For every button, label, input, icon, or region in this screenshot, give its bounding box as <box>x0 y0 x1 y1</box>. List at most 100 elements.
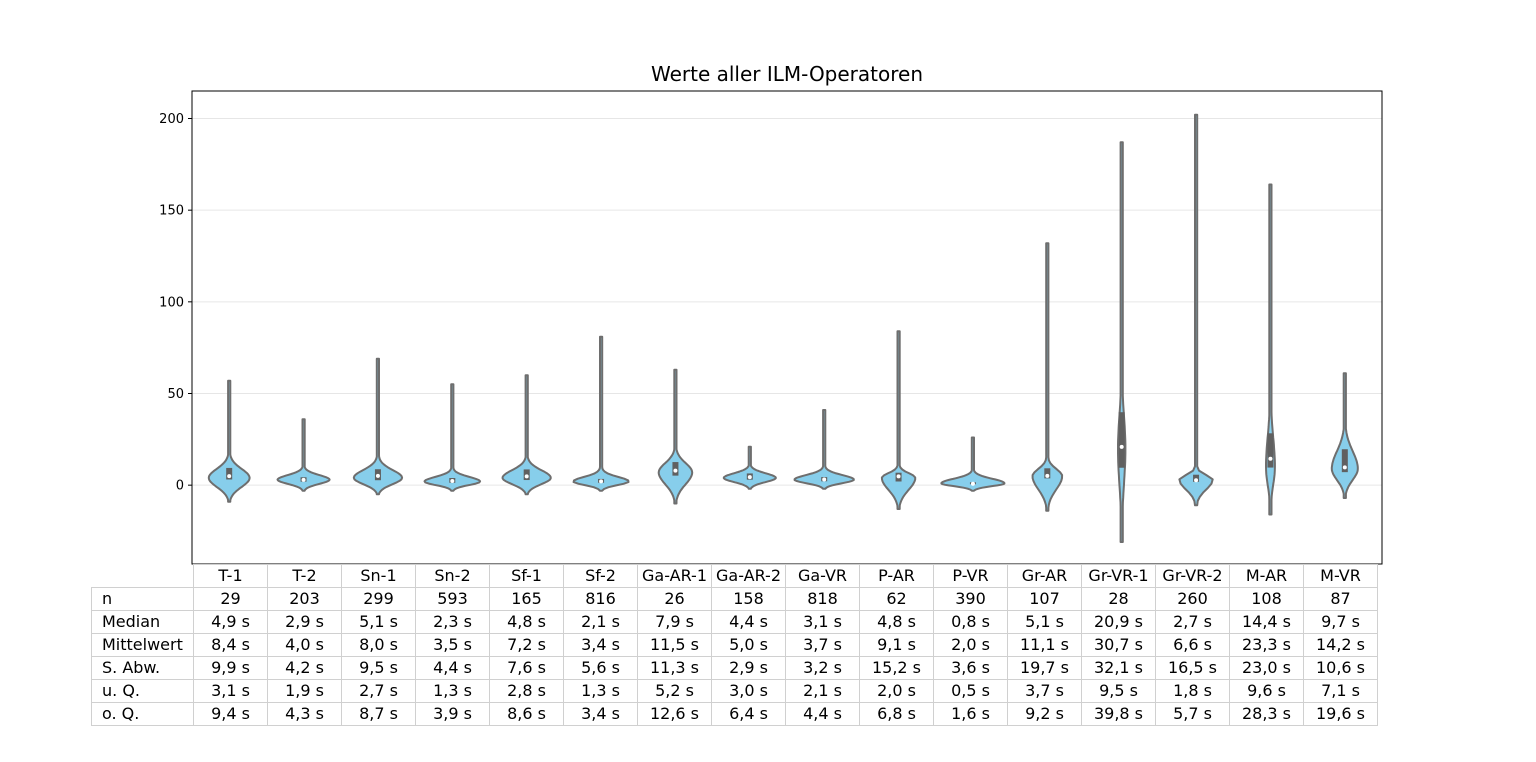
table-cell: 62 <box>859 587 934 611</box>
table-row-label: Mittelwert <box>91 633 194 657</box>
violin-body <box>1330 372 1359 499</box>
table-cell: 7,2 s <box>489 633 564 657</box>
table-cell: 1,9 s <box>267 679 342 703</box>
table-cell: 9,2 s <box>1007 702 1082 726</box>
table-cell: 2,7 s <box>341 679 416 703</box>
violin-body <box>1117 141 1127 543</box>
violin-body <box>722 445 777 490</box>
table-cell: 4,8 s <box>859 610 934 634</box>
table-row: S. Abw. 9,9 s 4,2 s 9,5 s 4,4 s 7,6 s 5,6 s 11,… <box>91 656 1378 680</box>
table-cell: 1,8 s <box>1155 679 1230 703</box>
table-cell: 8,4 s <box>193 633 268 657</box>
table-cell: 3,4 s <box>563 633 638 657</box>
table-cell: 30,7 s <box>1081 633 1156 657</box>
table-cell: 9,5 s <box>341 656 416 680</box>
table-cell: 8,6 s <box>489 702 564 726</box>
table-cell: 5,1 s <box>341 610 416 634</box>
table-cell: 11,5 s <box>637 633 712 657</box>
table-row-label: n <box>91 587 194 611</box>
table-cell: 2,9 s <box>711 656 786 680</box>
table-cell: 19,6 s <box>1303 702 1378 726</box>
y-tick-label: 0 <box>176 479 184 494</box>
table-header-cell: Gr-VR-1 <box>1081 564 1156 588</box>
table-header-cell: Sf-2 <box>563 564 638 588</box>
table-cell: 593 <box>415 587 490 611</box>
table-cell: 260 <box>1155 587 1230 611</box>
violin-body <box>1178 113 1214 507</box>
table-cell: 2,0 s <box>933 633 1008 657</box>
table-cell: 9,7 s <box>1303 610 1378 634</box>
table-cell: 7,1 s <box>1303 679 1378 703</box>
table-cell: 11,1 s <box>1007 633 1082 657</box>
violin-median-point <box>1194 478 1199 483</box>
table-cell: 0,8 s <box>933 610 1008 634</box>
table-cell: 5,1 s <box>1007 610 1082 634</box>
table-cell: 32,1 s <box>1081 656 1156 680</box>
table-cell: 12,6 s <box>637 702 712 726</box>
table-cell: 20,9 s <box>1081 610 1156 634</box>
table-cell: 6,8 s <box>859 702 934 726</box>
table-header-cell: T-1 <box>193 564 268 588</box>
table-row-label: o. Q. <box>91 702 194 726</box>
table-header-cell: T-2 <box>267 564 342 588</box>
table-header-cell: Gr-VR-2 <box>1155 564 1230 588</box>
violin-iqr-box <box>1267 433 1274 468</box>
table-header-cell: Sf-1 <box>489 564 564 588</box>
table-cell: 6,4 s <box>711 702 786 726</box>
table-cell: 14,4 s <box>1229 610 1304 634</box>
table-cell: 9,1 s <box>859 633 934 657</box>
chart-title: Werte aller ILM-Operatoren <box>650 62 924 86</box>
table-cell: 3,1 s <box>785 610 860 634</box>
y-tick-label: 100 <box>159 295 184 310</box>
table-cell: 1,3 s <box>563 679 638 703</box>
table-cell: 28 <box>1081 587 1156 611</box>
violin-iqr-box <box>226 467 233 480</box>
violin-median-point <box>1045 473 1050 478</box>
violin-body <box>880 330 917 510</box>
violin-body <box>501 374 552 496</box>
table-cell: 5,6 s <box>563 656 638 680</box>
table-cell: 26 <box>637 587 712 611</box>
table-cell: 816 <box>563 587 638 611</box>
table-cell: 818 <box>785 587 860 611</box>
violin-median-point <box>1342 465 1347 470</box>
table-cell: 87 <box>1303 587 1378 611</box>
table-cell: 3,5 s <box>415 633 490 657</box>
table-cell: 390 <box>933 587 1008 611</box>
table-cell: 3,9 s <box>415 702 490 726</box>
violin-body <box>423 383 482 492</box>
table-cell: 8,0 s <box>341 633 416 657</box>
table-cell: 299 <box>341 587 416 611</box>
table-cell: 9,9 s <box>193 656 268 680</box>
table-header-cell: M-AR <box>1229 564 1304 588</box>
violin-median-point <box>1268 456 1273 461</box>
violin-median-point <box>822 477 827 482</box>
violin-median-point <box>673 468 678 473</box>
table-cell: 3,7 s <box>1007 679 1082 703</box>
table-row: n 29 203 299 593 165 816 26 158 818 62 390 107 28 260 1… <box>91 587 1378 611</box>
table-cell: 158 <box>711 587 786 611</box>
table-cell: 3,2 s <box>785 656 860 680</box>
violin-median-point <box>450 478 455 483</box>
table-cell: 7,6 s <box>489 656 564 680</box>
table-cell: 4,8 s <box>489 610 564 634</box>
table-row-label: Median <box>91 610 194 634</box>
table-header-cell: Gr-AR <box>1007 564 1082 588</box>
table-header-cell: Sn-1 <box>341 564 416 588</box>
table-row: u. Q. 3,1 s 1,9 s 2,7 s 1,3 s 2,8 s 1,3 s 5,2 s… <box>91 679 1378 703</box>
violin-median-point <box>524 474 529 479</box>
table-cell: 5,0 s <box>711 633 786 657</box>
table-cell: 4,9 s <box>193 610 268 634</box>
table-cell: 28,3 s <box>1229 702 1304 726</box>
table-row: o. Q. 9,4 s 4,3 s 8,7 s 3,9 s 8,6 s 3,4 s 12,6 … <box>91 702 1378 726</box>
table-cell: 3,4 s <box>563 702 638 726</box>
violin-body <box>572 335 630 492</box>
violin-median-point <box>896 474 901 479</box>
table-cell: 4,4 s <box>711 610 786 634</box>
violin-median-point <box>747 475 752 480</box>
table-cell: 5,2 s <box>637 679 712 703</box>
table-cell: 11,3 s <box>637 656 712 680</box>
table-cell: 4,0 s <box>267 633 342 657</box>
table-cell: 4,4 s <box>415 656 490 680</box>
